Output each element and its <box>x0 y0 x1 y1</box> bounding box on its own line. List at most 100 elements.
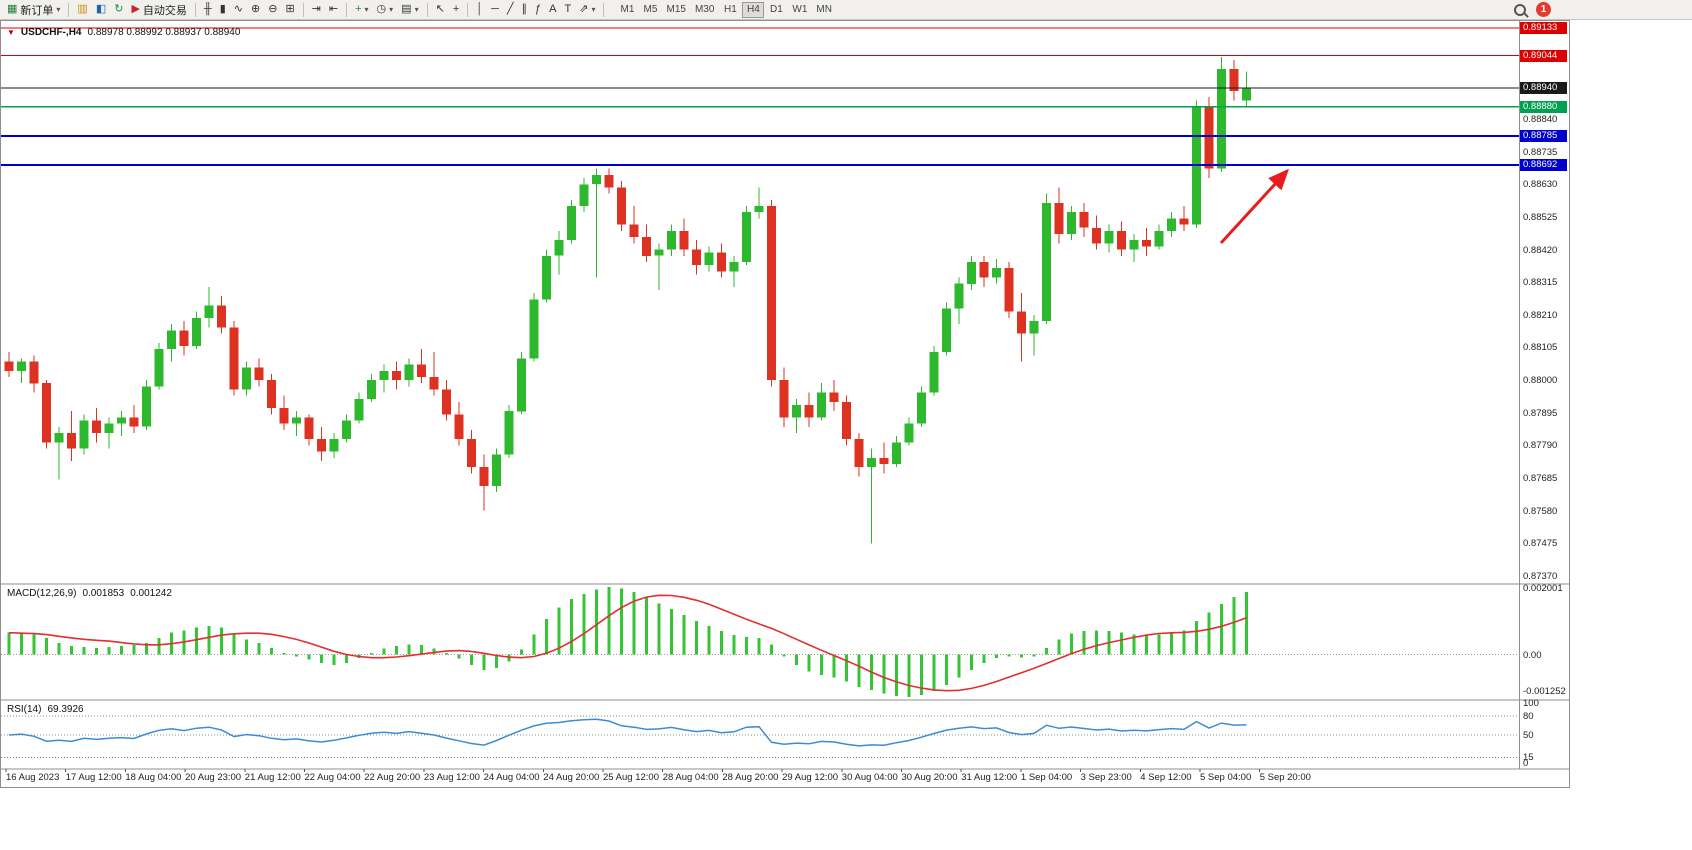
time-axis-label: 5 Sep 04:00 <box>1200 772 1252 783</box>
timeframe-h4-button[interactable]: H4 <box>742 1 765 18</box>
navigator-button[interactable]: ◧ <box>92 1 110 19</box>
price-tick-label: 0.88105 <box>1523 342 1558 353</box>
notification-badge[interactable]: 1 <box>1536 2 1551 17</box>
time-axis-label: 25 Aug 12:00 <box>603 772 659 783</box>
timeframe-m30-button[interactable]: M30 <box>691 2 718 18</box>
chevron-down-icon: ▾ <box>591 5 596 14</box>
rsi-indicator-label: RSI(14) 69.3926 <box>7 704 84 715</box>
macd-scale-zero-label: 0.00 <box>1523 650 1542 661</box>
vertical-line-button[interactable]: │ <box>472 1 487 19</box>
cursor-button[interactable]: ↖ <box>432 1 449 19</box>
arrows-button[interactable]: ⇗ ▾ <box>575 1 599 19</box>
fibonacci-button[interactable]: ƒ <box>531 1 545 19</box>
new-order-icon: ▦ <box>7 3 18 15</box>
chart-shift-icon: ⇤ <box>328 3 339 15</box>
horizontal-line-button[interactable]: ─ <box>487 1 503 19</box>
time-axis-label: 16 Aug 2023 <box>6 772 60 783</box>
bar-chart-button[interactable]: ╫ <box>200 1 216 19</box>
time-axis-label: 31 Aug 12:00 <box>961 772 1018 783</box>
zoom-in-button[interactable]: ⊕ <box>247 1 264 19</box>
price-tick-label: 0.87475 <box>1523 538 1558 549</box>
chevron-down-icon: ▾ <box>389 5 394 14</box>
price-tick-label: 0.88735 <box>1523 147 1558 158</box>
time-axis-label: 20 Aug 23:00 <box>185 772 242 783</box>
toolbar-icon-group: ▦ 新订单 ▾ ▥ ◧ ↻ ▶ 自动交易 ╫ ▮ ∿ ⊕ ⊖ ⊞ ⇥ ⇤ + ▾ ◷ ▾ ▤ ▾ ↖ + │ ─ ╱ ∥ ƒ A T ⇗ ▾ <box>3 1 608 19</box>
time-axis-label: 5 Sep 20:00 <box>1259 772 1311 783</box>
horizontal-line-icon: ─ <box>491 3 499 15</box>
new-order-button-label: 新订单 <box>20 4 54 17</box>
templates-icon: ▤ <box>401 3 412 15</box>
toolbar: ▦ 新订单 ▾ ▥ ◧ ↻ ▶ 自动交易 ╫ ▮ ∿ ⊕ ⊖ ⊞ ⇥ ⇤ + ▾ ◷ ▾ ▤ ▾ ↖ + │ ─ ╱ ∥ ƒ A T ⇗ ▾ M… <box>0 0 1692 20</box>
macd-histogram <box>1 587 1519 697</box>
price-tick-label: 0.88630 <box>1523 179 1558 190</box>
horizontal-level-lines[interactable] <box>1 27 1519 166</box>
time-axis-label: 17 Aug 12:00 <box>65 772 122 783</box>
channel-button[interactable]: ∥ <box>518 1 532 19</box>
refresh-button[interactable]: ↻ <box>110 1 127 19</box>
channel-icon: ∥ <box>521 3 528 15</box>
macd-signal-line <box>8 594 1247 692</box>
chart-canvas[interactable] <box>1 21 1569 787</box>
price-tick-label: 0.88210 <box>1523 310 1558 321</box>
macd-indicator-label: MACD(12,26,9) 0.001853 0.001242 <box>7 588 172 599</box>
time-axis-label: 21 Aug 12:00 <box>244 772 301 783</box>
text-button[interactable]: A <box>545 1 560 19</box>
crosshair-button[interactable]: + <box>449 1 463 19</box>
timeframe-toolbar: M1 M5 M15 M30 H1 H4 D1 W1 MN <box>616 1 836 18</box>
time-axis-label: 24 Aug 04:00 <box>483 772 540 783</box>
crosshair-icon: + <box>452 3 460 15</box>
text-label-button[interactable]: T <box>561 1 576 19</box>
panel-separators <box>1 21 1569 772</box>
templates-button[interactable]: ▤ ▾ <box>397 1 422 19</box>
rsi-scale-label: 0 <box>1523 758 1529 769</box>
level-price-tag[interactable]: 0.88880 <box>1520 101 1567 113</box>
price-tick-label: 0.87685 <box>1523 473 1558 484</box>
toolbar-separator <box>603 2 605 17</box>
candlestick-chart-button[interactable]: ▮ <box>216 1 230 19</box>
trendline-button[interactable]: ╱ <box>503 1 518 19</box>
market-watch-button[interactable]: ▥ <box>73 1 91 19</box>
timeframe-m5-button[interactable]: M5 <box>639 2 661 18</box>
macd-scale-max-label: 0.002001 <box>1523 583 1563 594</box>
timeframe-m1-button[interactable]: M1 <box>616 2 638 18</box>
macd-scale-min-label: -0.001252 <box>1523 686 1566 697</box>
auto-trading-button[interactable]: ▶ 自动交易 <box>127 1 190 19</box>
time-axis-label: 30 Aug 20:00 <box>901 772 958 783</box>
level-price-tag[interactable]: 0.88785 <box>1520 130 1567 142</box>
line-chart-icon: ∿ <box>233 3 243 15</box>
refresh-icon: ↻ <box>114 3 124 15</box>
line-chart-button[interactable]: ∿ <box>230 1 247 19</box>
periods-button[interactable]: ◷ ▾ <box>373 1 398 19</box>
zoom-out-button[interactable]: ⊖ <box>264 1 281 19</box>
auto-scroll-icon: ⇥ <box>311 3 321 15</box>
toolbar-separator <box>426 2 428 17</box>
search-icon[interactable] <box>1514 3 1526 16</box>
indicators-button[interactable]: + ▾ <box>351 1 372 19</box>
current-price-tag: 0.88940 <box>1520 82 1567 94</box>
macd-name: MACD(12,26,9) <box>7 588 77 599</box>
symbol-info: ▼ USDCHF-,H4 0.88978 0.88992 0.88937 0.8… <box>7 27 240 38</box>
price-tick-label: 0.88840 <box>1523 114 1558 125</box>
auto-scroll-button[interactable]: ⇥ <box>308 1 325 19</box>
vertical-line-icon: │ <box>476 3 484 15</box>
timeframe-d1-button[interactable]: D1 <box>765 2 787 18</box>
arrows-icon: ⇗ <box>579 3 589 15</box>
tile-windows-button[interactable]: ⊞ <box>281 1 298 19</box>
toolbar-separator <box>346 2 348 17</box>
candles-series <box>4 56 1251 544</box>
timeframe-mn-button[interactable]: MN <box>812 2 836 18</box>
level-price-tag[interactable]: 0.88692 <box>1520 159 1567 171</box>
chart-shift-button[interactable]: ⇤ <box>325 1 342 19</box>
timeframe-m15-button[interactable]: M15 <box>662 2 689 18</box>
candlestick-chart-icon: ▮ <box>219 3 226 15</box>
time-axis-label: 23 Aug 12:00 <box>423 772 480 783</box>
new-order-button[interactable]: ▦ 新订单 ▾ <box>3 1 64 19</box>
level-price-tag[interactable]: 0.89044 <box>1520 50 1567 62</box>
time-axis-label: 29 Aug 12:00 <box>782 772 839 783</box>
trend-arrow[interactable] <box>1219 168 1290 245</box>
timeframe-w1-button[interactable]: W1 <box>788 2 811 18</box>
rsi-value: 69.3926 <box>47 704 84 715</box>
time-axis-label: 28 Aug 20:00 <box>722 772 779 783</box>
level-price-tag[interactable]: 0.89133 <box>1520 22 1567 34</box>
timeframe-h1-button[interactable]: H1 <box>719 2 741 18</box>
